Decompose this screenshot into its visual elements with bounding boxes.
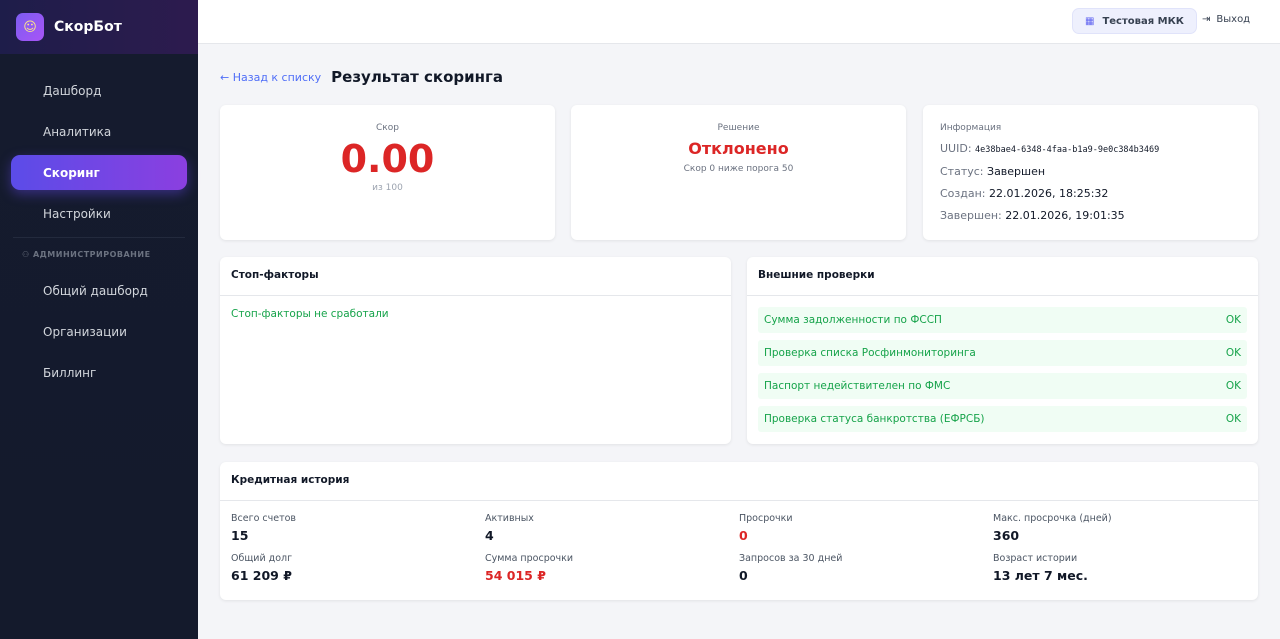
score-label: Скор [376,123,399,133]
section-admin: ⚇ АДМИНИСТРИРОВАНИЕ [0,250,198,262]
check-item: Проверка списка Росфинмониторинга OK [758,340,1247,366]
stat-value: 360 [993,528,1020,543]
stat-label: Активных [485,513,534,524]
external-checks-card: Внешние проверки Сумма задолженности по … [747,257,1258,444]
score-max: из 100 [372,183,403,193]
org-name: Тестовая МКК [1102,15,1184,27]
credit-history-title: Кредитная история [220,462,1258,501]
decision-value: Отклонено [688,139,789,158]
stat-value: 13 лет 7 мес. [993,568,1088,583]
divider [13,237,185,238]
check-name: Сумма задолженности по ФССП [764,314,942,326]
stat-label: Макс. просрочка (дней) [993,513,1112,524]
created-label: Создан: [940,187,986,200]
check-item: Паспорт недействителен по ФМС OK [758,373,1247,399]
check-status: OK [1225,380,1241,392]
sidebar-item-settings[interactable]: Настройки [43,206,111,221]
status-value: Завершен [987,165,1046,178]
stat-value: 0 [739,528,748,543]
credit-stat: Макс. просрочка (дней) 360 [993,513,1247,543]
check-name: Проверка списка Росфинмониторинга [764,347,976,359]
stat-label: Общий долг [231,553,293,564]
stat-label: Сумма просрочки [485,553,574,564]
section-label: АДМИНИСТРИРОВАНИЕ [32,250,151,259]
stat-value: 54 015 ₽ [485,568,546,583]
check-name: Паспорт недействителен по ФМС [764,380,951,392]
finished-label: Завершен: [940,209,1002,222]
stat-label: Возраст истории [993,553,1078,564]
org-switcher[interactable]: ▦ Тестовая МКК [1072,8,1197,34]
back-link[interactable]: ← Назад к списку [220,70,322,84]
stat-label: Запросов за 30 дней [739,553,843,564]
logout-icon: ⇥ [1202,14,1211,25]
credit-stat: Запросов за 30 дней 0 [739,553,993,583]
created-value: 22.01.2026, 18:25:32 [989,187,1109,200]
sidebar-item-scoring[interactable]: Скоринг [11,155,187,190]
decision-card: Решение Отклонено Скор 0 ниже порога 50 [571,105,906,240]
check-status: OK [1225,347,1241,359]
check-item: Сумма задолженности по ФССП OK [758,307,1247,333]
info-label: Информация [940,123,1002,133]
check-status: OK [1225,413,1241,425]
page-title: Результат скоринга [331,68,503,86]
sidebar-item-global-dashboard[interactable]: Общий дашборд [43,283,148,298]
sidebar: ☺ СкорБот Дашборд Аналитика Скоринг Наст… [0,0,198,639]
info-card: Информация UUID: 4e38bae4-6348-4faa-b1a9… [923,105,1258,240]
building-icon: ▦ [1085,15,1095,27]
score-card: Скор 0.00 из 100 [220,105,555,240]
check-status: OK [1225,314,1241,326]
sidebar-item-organizations[interactable]: Организации [43,324,127,339]
check-name: Проверка статуса банкротства (ЕФРСБ) [764,413,985,425]
stat-value: 15 [231,528,249,543]
admin-icon: ⚇ [22,250,33,259]
stop-factors-text: Стоп-факторы не сработали [231,308,389,320]
stat-value: 61 209 ₽ [231,568,292,583]
decision-label: Решение [717,123,760,133]
finished-value: 22.01.2026, 19:01:35 [1005,209,1125,222]
credit-stat: Просрочки 0 [739,513,993,543]
logout-button[interactable]: ⇥ Выход [1202,14,1250,25]
credit-stat: Возраст истории 13 лет 7 мес. [993,553,1247,583]
stop-factors-card: Стоп-факторы Стоп-факторы не сработали [220,257,731,444]
credit-stat: Общий долг 61 209 ₽ [231,553,485,583]
stat-value: 0 [739,568,748,583]
stat-value: 4 [485,528,494,543]
credit-stat: Активных 4 [485,513,739,543]
brand[interactable]: ☺ СкорБот [0,0,198,54]
credit-history-card: Кредитная история Всего счетов 15 Активных… [220,462,1258,600]
external-checks-title: Внешние проверки [747,257,1258,296]
stat-label: Всего счетов [231,513,297,524]
sidebar-item-billing[interactable]: Биллинг [43,365,97,380]
uuid-value: 4e38bae4-6348-4faa-b1a9-9e0c384b3469 [975,145,1160,155]
status-label: Статус: [940,165,984,178]
logout-label: Выход [1216,14,1251,25]
sidebar-item-analytics[interactable]: Аналитика [43,124,112,139]
uuid-label: UUID: [940,142,972,155]
credit-stat: Всего счетов 15 [231,513,485,543]
robot-icon: ☺ [16,13,44,41]
topbar: ▦ Тестовая МКК ⇥ Выход [198,0,1280,44]
app-name: СкорБот [54,19,122,35]
stop-factors-title: Стоп-факторы [220,257,731,296]
score-value: 0.00 [340,137,435,181]
sidebar-item-dashboard[interactable]: Дашборд [43,83,102,98]
decision-note: Скор 0 ниже порога 50 [683,164,794,174]
credit-stat: Сумма просрочки 54 015 ₽ [485,553,739,583]
check-item: Проверка статуса банкротства (ЕФРСБ) OK [758,406,1247,432]
stat-label: Просрочки [739,513,793,524]
